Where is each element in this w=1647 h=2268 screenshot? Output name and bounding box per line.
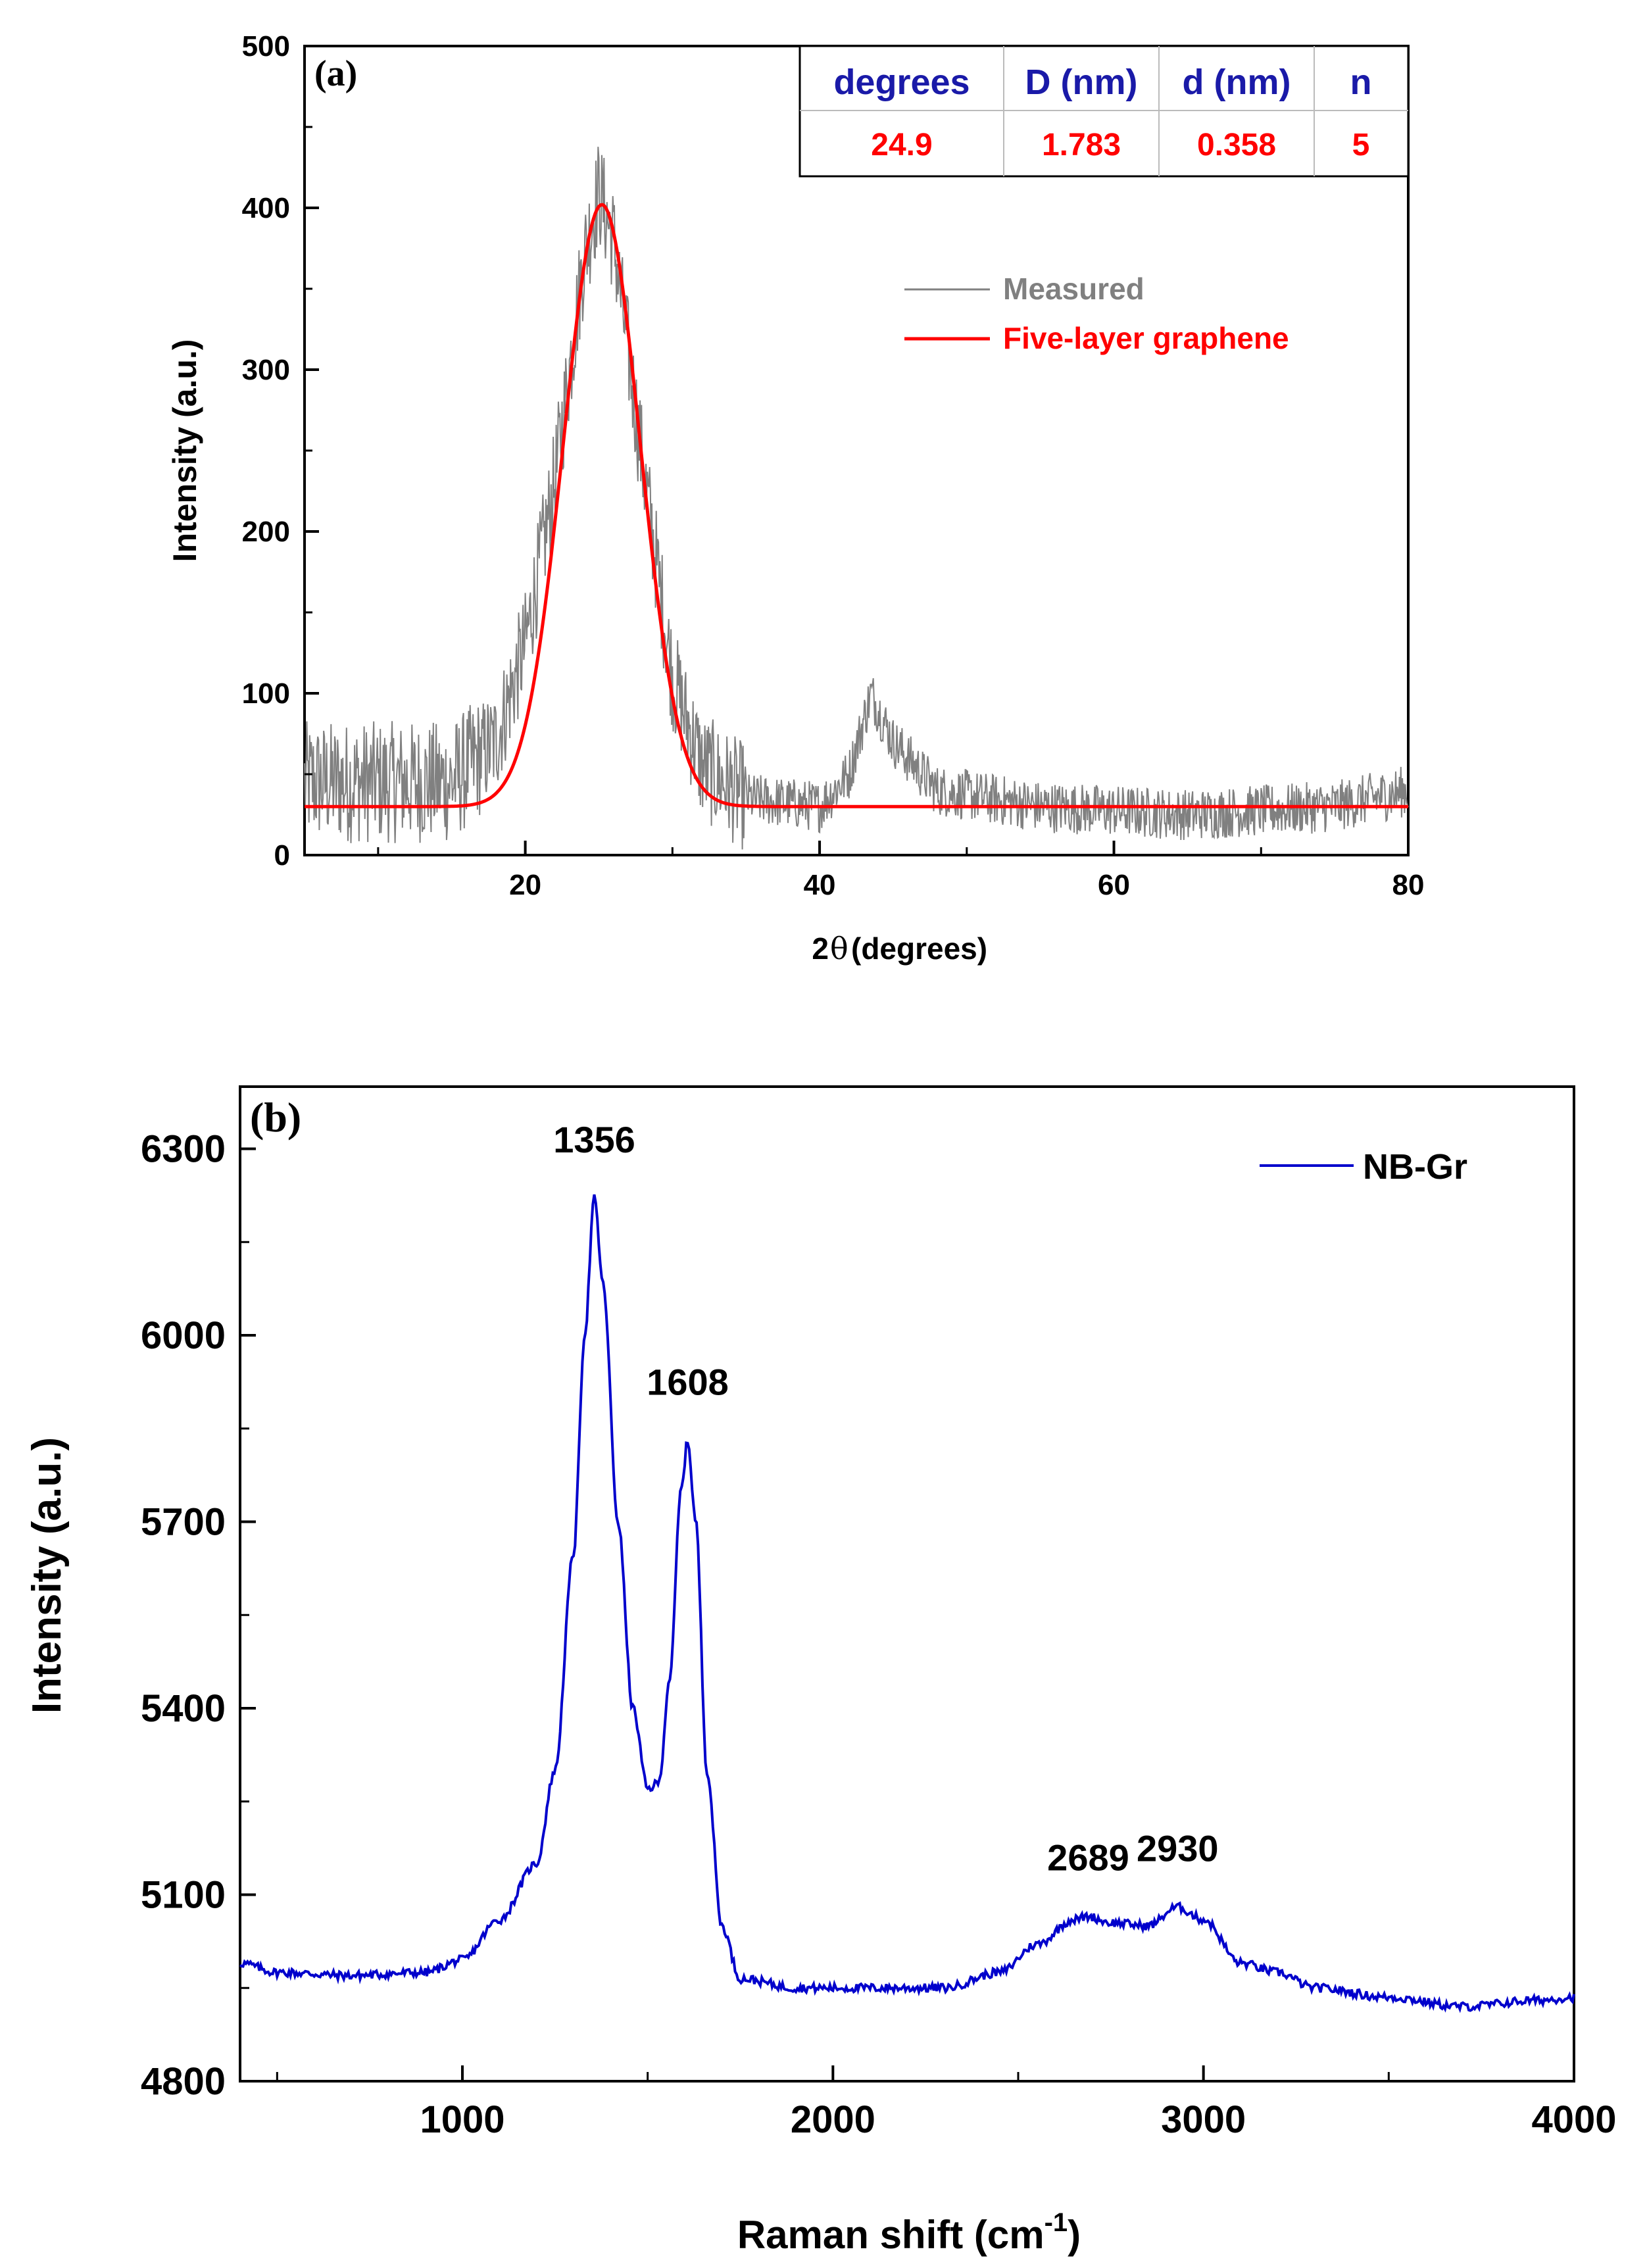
panel-b-x-axis-title-close: ) bbox=[1068, 2213, 1081, 2257]
panel-a-x-axis-theta: θ bbox=[830, 931, 848, 966]
panel-b-label: (b) bbox=[250, 1094, 301, 1141]
peak-label-1356: 1356 bbox=[553, 1119, 635, 1160]
panel-a-legend: Measured Five-layer graphene bbox=[904, 272, 1289, 355]
panel-b-x-axis-title: Raman shift (cm-1) bbox=[737, 2208, 1081, 2257]
panel-a-y-axis-title: Intensity (a.u.) bbox=[166, 339, 203, 562]
x-tick-label: 40 bbox=[804, 869, 836, 901]
y-tick-label: 200 bbox=[242, 516, 290, 548]
y-tick-label: 6000 bbox=[141, 1314, 226, 1357]
legend-label-measured: Measured bbox=[1003, 272, 1144, 306]
panel-a-x-axis-title-main: 2 bbox=[812, 931, 829, 966]
y-tick-label: 400 bbox=[242, 192, 290, 224]
x-tick-label: 3000 bbox=[1161, 2098, 1246, 2141]
panel-b-y-axis-title: Intensity (a.u.) bbox=[24, 1437, 70, 1713]
panel-b-plot-area bbox=[239, 1085, 1575, 2083]
panel-b-ticks: 1000 2000 3000 4000 4800 5100 5400 5700 6000 6300 bbox=[141, 1128, 1617, 2142]
series-measured-line bbox=[304, 147, 1409, 850]
table-value-d: 0.358 bbox=[1197, 128, 1276, 162]
legend-label-five-layer: Five-layer graphene bbox=[1003, 321, 1289, 355]
panel-b-data-layer bbox=[239, 1194, 1575, 2013]
x-tick-label: 1000 bbox=[420, 2098, 504, 2141]
table-value-D: 1.783 bbox=[1042, 128, 1121, 162]
panel-b-x-axis-title-sup: -1 bbox=[1045, 2208, 1068, 2237]
panel-a-label: (a) bbox=[314, 53, 357, 94]
y-tick-label: 6300 bbox=[141, 1128, 226, 1171]
series-five-layer-fit-line bbox=[305, 203, 1408, 808]
panel-b-legend: NB-Gr bbox=[1260, 1147, 1467, 1187]
table-header-D: D (nm) bbox=[1025, 62, 1138, 102]
table-header-d: d (nm) bbox=[1183, 62, 1291, 102]
y-tick-label: 5400 bbox=[141, 1687, 226, 1730]
y-tick-label: 0 bbox=[274, 839, 290, 872]
x-tick-label: 20 bbox=[509, 869, 541, 901]
table-value-n: 5 bbox=[1352, 128, 1370, 162]
y-tick-label: 300 bbox=[242, 354, 290, 386]
panel-a-ticks: 20 40 60 80 0 100 200 300 400 500 bbox=[242, 30, 1425, 901]
table-value-degrees: 24.9 bbox=[871, 128, 932, 162]
panel-a-data-layer bbox=[304, 147, 1409, 850]
panel-b: 1000 2000 3000 4000 4800 5100 5400 5700 6000 6300… bbox=[24, 1085, 1617, 2257]
legend-label-nb-gr: NB-Gr bbox=[1363, 1147, 1467, 1187]
table-header-degrees: degrees bbox=[833, 62, 970, 102]
panel-a-x-axis-units: (degrees) bbox=[851, 931, 987, 966]
x-tick-label: 60 bbox=[1098, 869, 1130, 901]
y-tick-label: 500 bbox=[242, 30, 290, 62]
series-nb-gr-line bbox=[239, 1194, 1575, 2013]
x-tick-label: 80 bbox=[1392, 869, 1425, 901]
y-tick-label: 5100 bbox=[141, 1874, 226, 1917]
peak-label-2689: 2689 bbox=[1047, 1837, 1129, 1879]
y-tick-label: 4800 bbox=[141, 2060, 226, 2103]
table-header-n: n bbox=[1350, 62, 1372, 102]
panel-a-table: degrees D (nm) d (nm) n 24.9 1.783 0.358… bbox=[799, 45, 1410, 178]
x-tick-label: 2000 bbox=[791, 2098, 875, 2141]
panel-b-peak-labels: 1356 1608 2689 2930 bbox=[553, 1119, 1218, 1878]
peak-label-1608: 1608 bbox=[647, 1362, 729, 1403]
x-tick-label: 4000 bbox=[1531, 2098, 1616, 2141]
y-tick-label: 5700 bbox=[141, 1501, 226, 1544]
peak-label-2930: 2930 bbox=[1137, 1827, 1219, 1869]
y-tick-label: 100 bbox=[242, 678, 290, 710]
panel-a: 20 40 60 80 0 100 200 300 400 500 (a) Intensity (… bbox=[166, 30, 1424, 966]
panel-a-x-axis-title: 2 bbox=[812, 931, 829, 966]
panel-b-x-axis-title-main: Raman shift (cm bbox=[737, 2213, 1045, 2257]
